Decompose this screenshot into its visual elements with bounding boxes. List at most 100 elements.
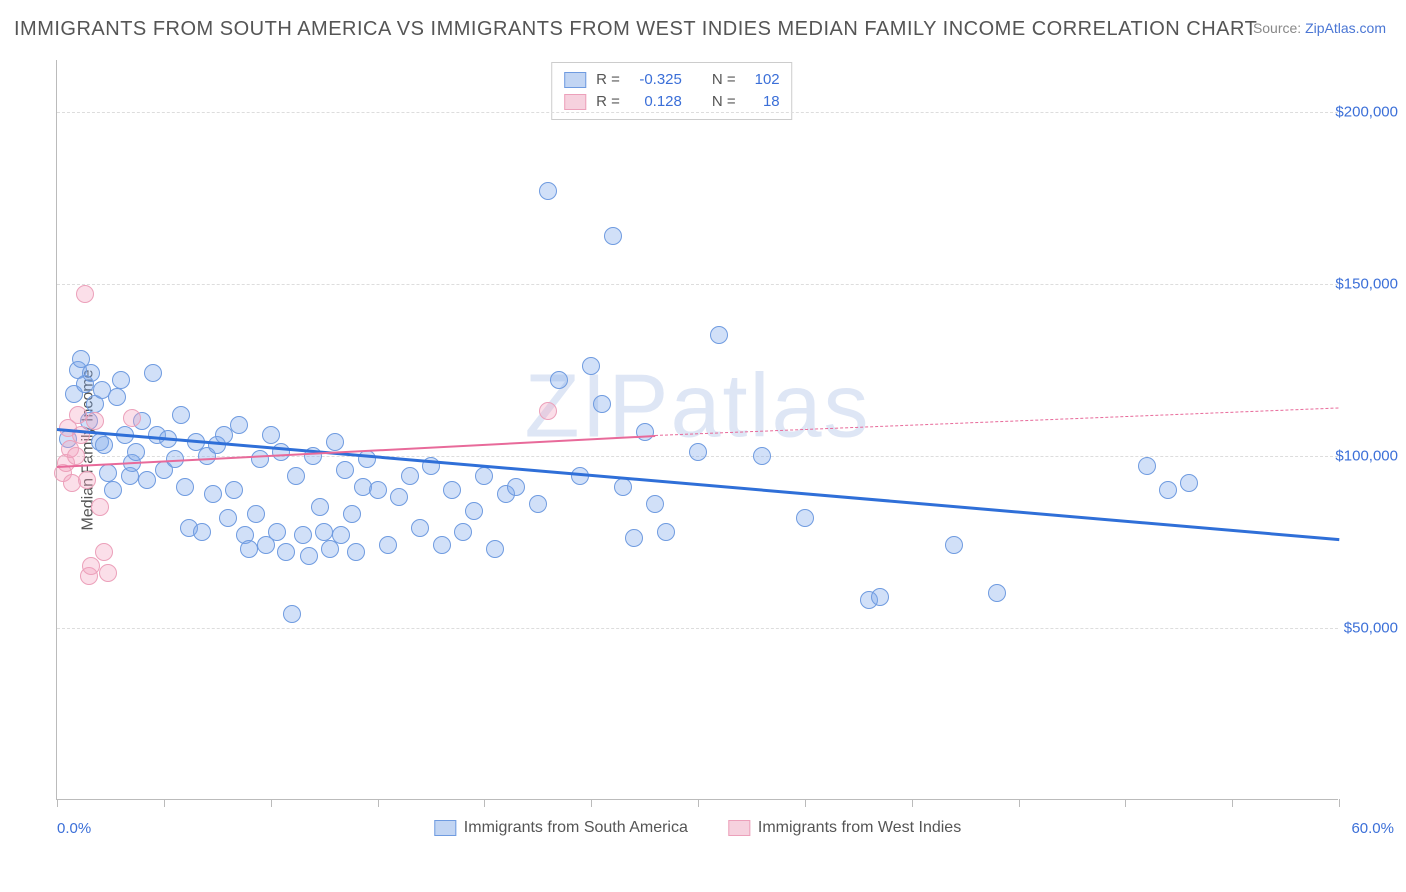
x-tick bbox=[271, 799, 272, 807]
data-point bbox=[871, 588, 889, 606]
data-point bbox=[262, 426, 280, 444]
legend-item: Immigrants from South America bbox=[434, 819, 688, 837]
data-point bbox=[625, 529, 643, 547]
x-tick bbox=[1125, 799, 1126, 807]
legend-swatch-icon bbox=[564, 72, 586, 88]
x-tick bbox=[1232, 799, 1233, 807]
legend-n-value: 18 bbox=[746, 91, 780, 113]
data-point bbox=[78, 471, 96, 489]
data-point bbox=[240, 540, 258, 558]
legend-n-label: N = bbox=[712, 69, 736, 91]
data-point bbox=[796, 509, 814, 527]
legend-r-value: -0.325 bbox=[630, 69, 682, 91]
gridline bbox=[57, 628, 1338, 629]
data-point bbox=[108, 388, 126, 406]
data-point bbox=[401, 467, 419, 485]
data-point bbox=[710, 326, 728, 344]
data-point bbox=[82, 557, 100, 575]
x-tick bbox=[591, 799, 592, 807]
data-point bbox=[945, 536, 963, 554]
legend-item: Immigrants from West Indies bbox=[728, 819, 961, 837]
data-point bbox=[315, 523, 333, 541]
y-tick-label: $200,000 bbox=[1335, 103, 1398, 120]
x-tick bbox=[57, 799, 58, 807]
data-point bbox=[343, 505, 361, 523]
data-point bbox=[475, 467, 493, 485]
data-point bbox=[76, 285, 94, 303]
x-tick bbox=[698, 799, 699, 807]
data-point bbox=[411, 519, 429, 537]
source-prefix: Source: bbox=[1253, 20, 1305, 36]
data-point bbox=[311, 498, 329, 516]
data-point bbox=[593, 395, 611, 413]
data-point bbox=[1159, 481, 1177, 499]
data-point bbox=[104, 481, 122, 499]
data-point bbox=[112, 371, 130, 389]
legend-swatch-icon bbox=[728, 820, 750, 836]
data-point bbox=[486, 540, 504, 558]
source-label: Source: ZipAtlas.com bbox=[1253, 20, 1386, 36]
y-tick-label: $50,000 bbox=[1344, 619, 1398, 636]
data-point bbox=[433, 536, 451, 554]
source-link[interactable]: ZipAtlas.com bbox=[1305, 20, 1386, 36]
x-axis-min-label: 0.0% bbox=[57, 820, 91, 837]
data-point bbox=[95, 436, 113, 454]
legend-r-label: R = bbox=[596, 69, 620, 91]
data-point bbox=[347, 543, 365, 561]
data-point bbox=[326, 433, 344, 451]
data-point bbox=[193, 523, 211, 541]
data-point bbox=[172, 406, 190, 424]
data-point bbox=[91, 498, 109, 516]
data-point bbox=[336, 461, 354, 479]
data-point bbox=[379, 536, 397, 554]
data-point bbox=[127, 443, 145, 461]
x-tick bbox=[484, 799, 485, 807]
data-point bbox=[657, 523, 675, 541]
legend-series-label: Immigrants from West Indies bbox=[758, 819, 961, 837]
data-point bbox=[99, 464, 117, 482]
data-point bbox=[753, 447, 771, 465]
data-point bbox=[614, 478, 632, 496]
trend-line bbox=[57, 435, 655, 468]
data-point bbox=[67, 447, 85, 465]
data-point bbox=[225, 481, 243, 499]
data-point bbox=[539, 182, 557, 200]
data-point bbox=[358, 450, 376, 468]
legend-r-value: 0.128 bbox=[630, 91, 682, 113]
plot-area: ZIPatlas R = -0.325 N = 102 R = 0.128 N … bbox=[56, 60, 1338, 800]
data-point bbox=[251, 450, 269, 468]
data-point bbox=[176, 478, 194, 496]
data-point bbox=[465, 502, 483, 520]
data-point bbox=[230, 416, 248, 434]
data-point bbox=[369, 481, 387, 499]
data-point bbox=[636, 423, 654, 441]
data-point bbox=[604, 227, 622, 245]
legend-row: R = -0.325 N = 102 bbox=[564, 69, 780, 91]
legend-swatch-icon bbox=[564, 94, 586, 110]
data-point bbox=[144, 364, 162, 382]
data-point bbox=[332, 526, 350, 544]
data-point bbox=[550, 371, 568, 389]
data-point bbox=[454, 523, 472, 541]
data-point bbox=[1180, 474, 1198, 492]
data-point bbox=[443, 481, 461, 499]
legend-r-label: R = bbox=[596, 91, 620, 113]
chart-title: IMMIGRANTS FROM SOUTH AMERICA VS IMMIGRA… bbox=[14, 18, 1257, 41]
data-point bbox=[268, 523, 286, 541]
x-tick bbox=[805, 799, 806, 807]
data-point bbox=[138, 471, 156, 489]
data-point bbox=[82, 364, 100, 382]
data-point bbox=[247, 505, 265, 523]
legend-row: R = 0.128 N = 18 bbox=[564, 91, 780, 113]
data-point bbox=[529, 495, 547, 513]
data-point bbox=[204, 485, 222, 503]
data-point bbox=[99, 564, 117, 582]
data-point bbox=[283, 605, 301, 623]
data-point bbox=[646, 495, 664, 513]
data-point bbox=[582, 357, 600, 375]
trend-line bbox=[655, 408, 1339, 437]
legend-bottom: Immigrants from South America Immigrants… bbox=[434, 819, 961, 837]
data-point bbox=[507, 478, 525, 496]
x-tick bbox=[164, 799, 165, 807]
y-tick-label: $100,000 bbox=[1335, 447, 1398, 464]
